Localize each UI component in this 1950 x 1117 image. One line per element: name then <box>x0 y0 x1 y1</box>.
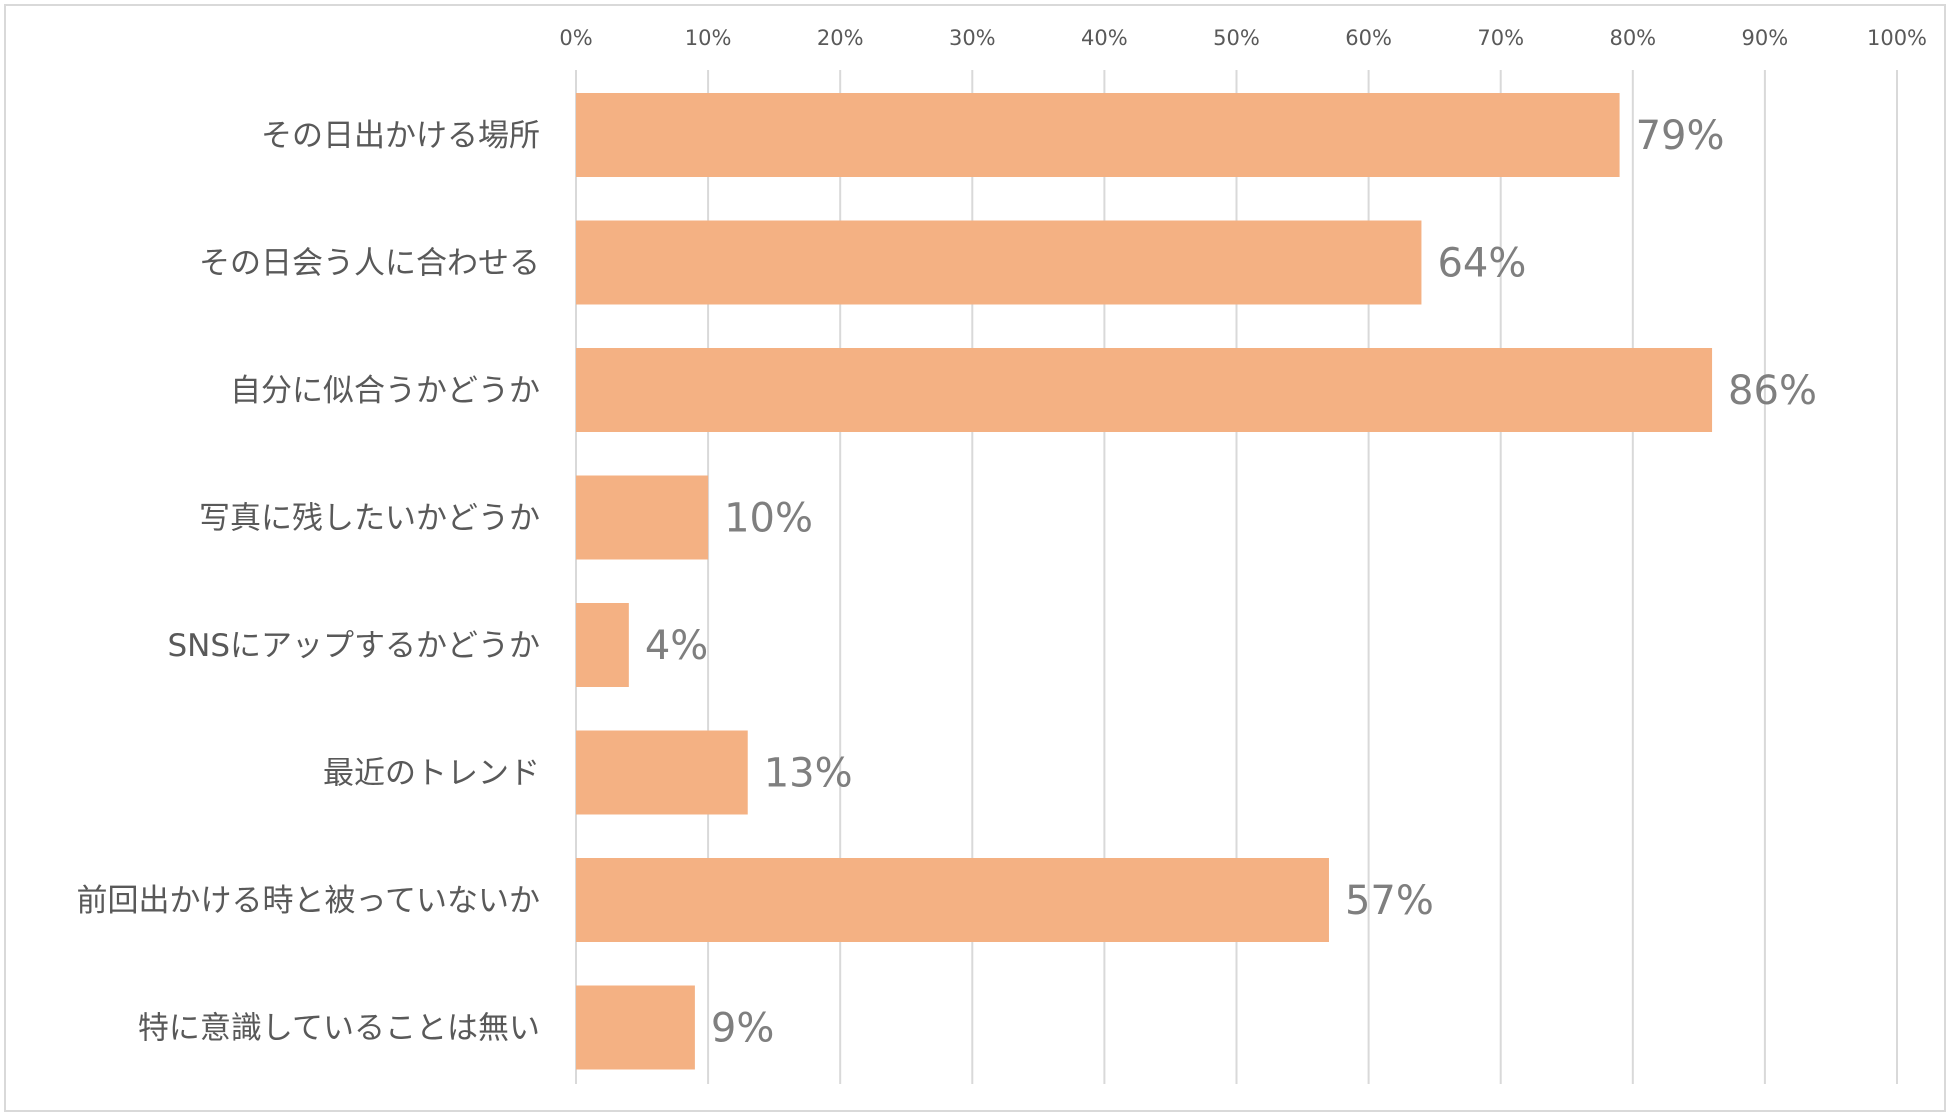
category-label: 写真に残したいかどうか <box>199 501 540 537</box>
bar <box>576 348 1713 432</box>
bars <box>576 93 1713 1070</box>
data-label: 64% <box>1437 241 1526 287</box>
data-label: 13% <box>764 751 853 797</box>
x-axis-ticks: 0% 10% 20% 30% 40% 50% 60% 70% 80% 90% 100% <box>559 26 1927 50</box>
data-label: 57% <box>1345 878 1434 924</box>
category-labels: その日出かける場所その日会う人に合わせる自分に似合うかどうか写真に残したいかどう… <box>77 118 540 1047</box>
x-tick-label: 70% <box>1477 26 1524 50</box>
data-labels: 79% 64% 86% 10% 4% 13% 57% 9% <box>645 113 1817 1052</box>
category-label: その日会う人に合わせる <box>199 246 540 282</box>
x-tick-label: 40% <box>1081 26 1128 50</box>
x-tick-label: 100% <box>1867 26 1927 50</box>
bar <box>576 985 695 1070</box>
x-tick-label: 10% <box>685 26 732 50</box>
bar <box>576 475 709 560</box>
x-tick-label: 60% <box>1345 26 1392 50</box>
x-tick-label: 90% <box>1742 26 1789 50</box>
category-label: SNSにアップするかどうか <box>167 628 540 664</box>
bar <box>576 730 748 815</box>
bar <box>576 858 1329 942</box>
x-tick-label: 0% <box>559 26 592 50</box>
data-label: 9% <box>711 1006 774 1052</box>
bar-chart: 0% 10% 20% 30% 40% 50% 60% 70% 80% 90% 100% その日出かけ… <box>77 26 1927 1084</box>
x-tick-label: 50% <box>1213 26 1260 50</box>
data-label: 4% <box>645 623 708 669</box>
bar <box>576 220 1422 305</box>
bar <box>576 603 629 687</box>
data-label: 10% <box>724 496 813 542</box>
x-tick-label: 80% <box>1609 26 1656 50</box>
x-tick-label: 30% <box>949 26 996 50</box>
data-label: 86% <box>1728 368 1817 414</box>
category-label: 自分に似合うかどうか <box>230 373 540 409</box>
chart-frame: 0% 10% 20% 30% 40% 50% 60% 70% 80% 90% 100% その日出かけ… <box>4 4 1946 1112</box>
bar <box>576 93 1620 177</box>
category-label: 最近のトレンド <box>323 756 540 792</box>
category-label: 前回出かける時と被っていないか <box>77 883 540 919</box>
category-label: その日出かける場所 <box>261 118 540 154</box>
category-label: 特に意識していることは無い <box>138 1011 540 1047</box>
data-label: 79% <box>1636 113 1725 159</box>
x-tick-label: 20% <box>817 26 864 50</box>
